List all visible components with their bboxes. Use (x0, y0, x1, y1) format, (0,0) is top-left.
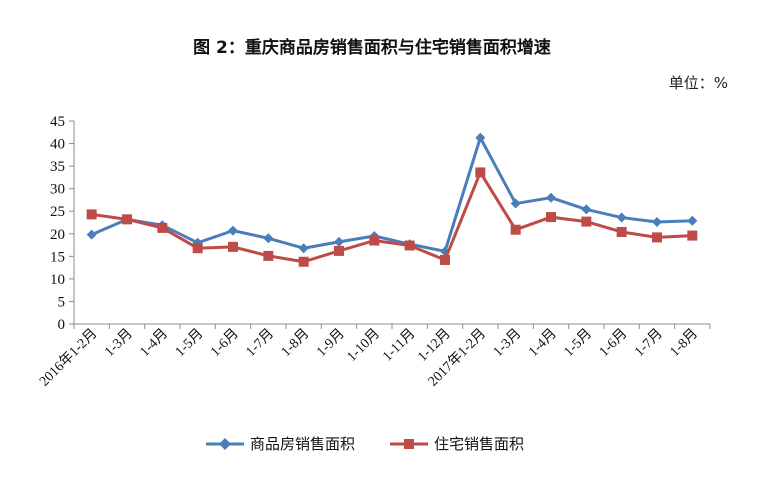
y-tick-label: 25 (50, 204, 65, 220)
data-point (228, 241, 238, 252)
y-tick-label: 30 (50, 182, 65, 198)
data-point (334, 236, 344, 247)
data-point (687, 230, 698, 241)
data-point (475, 132, 486, 143)
data-point (616, 212, 627, 223)
data-point (652, 217, 662, 228)
series-line (91, 136, 693, 253)
x-tick-label: 1-5月 (172, 326, 206, 360)
data-point (440, 254, 450, 265)
y-axis-ticks: 0 5 10 15 20 25 30 35 40 45 (50, 114, 74, 333)
data-point (510, 198, 521, 209)
data-point (687, 215, 698, 226)
axes (73, 121, 710, 325)
chart-title: 图 2：重庆商品房销售面积与住宅销售面积增速 (193, 37, 551, 58)
x-tick-label: 1-3月 (490, 326, 524, 360)
data-point (616, 226, 627, 237)
y-tick-label: 35 (50, 159, 65, 175)
data-point (546, 212, 556, 223)
data-point (652, 232, 662, 243)
legend-marker-series-2 (404, 439, 414, 449)
x-tick-label: 1-11月 (379, 326, 418, 365)
x-tick-label: 2016年1-2月 (36, 326, 100, 390)
legend-label-series-1: 商品房销售面积 (250, 435, 355, 453)
data-point (298, 256, 309, 267)
data-point (298, 243, 309, 254)
y-tick-label: 0 (58, 317, 66, 333)
data-point (440, 246, 450, 257)
y-tick-label: 5 (58, 294, 66, 310)
data-point (581, 216, 592, 227)
data-point (263, 250, 274, 261)
data-point (228, 225, 238, 236)
data-point (581, 204, 592, 215)
x-tick-label: 1-9月 (313, 326, 347, 360)
data-point (86, 229, 97, 240)
legend-label-series-2: 住宅销售面积 (434, 435, 524, 453)
data-point (263, 233, 274, 244)
y-tick-label: 45 (50, 114, 65, 130)
x-tick-label: 1-8月 (278, 326, 312, 360)
data-point (334, 245, 344, 256)
legend: 商品房销售面积 住宅销售面积 (206, 435, 524, 453)
data-point (510, 224, 521, 235)
data-point (122, 214, 132, 225)
x-tick-label: 1-10月 (344, 326, 383, 365)
data-point (157, 222, 168, 233)
data-point (404, 240, 415, 251)
x-axis-ticks: 2016年1-2月 1-3月 1-4月 1-5月 1-6月 1-7月 1-8月 1-9月1-1… (36, 324, 711, 390)
y-tick-label: 10 (50, 272, 65, 288)
x-tick-label: 1-7月 (243, 326, 277, 360)
legend-marker-series-1 (219, 438, 231, 450)
unit-label: 单位：% (669, 74, 728, 92)
legend-item-series-1: 商品房销售面积 (206, 435, 355, 453)
plot-series (86, 132, 698, 267)
data-point (475, 167, 486, 178)
data-point (369, 235, 380, 246)
x-tick-label: 1-8月 (667, 326, 701, 360)
data-point (192, 243, 203, 254)
data-point (546, 192, 556, 203)
y-tick-label: 40 (50, 137, 65, 153)
x-tick-label: 1-4月 (525, 326, 559, 360)
series-line (91, 170, 693, 264)
legend-item-series-2: 住宅销售面积 (390, 435, 524, 453)
x-tick-label: 1-5月 (561, 326, 595, 360)
x-tick-label: 1-3月 (101, 326, 135, 360)
y-tick-label: 15 (50, 249, 65, 265)
y-tick-label: 20 (50, 227, 65, 243)
data-point (86, 209, 97, 220)
series-2 (86, 167, 698, 267)
x-tick-label: 1-4月 (137, 326, 171, 360)
x-tick-label: 1-6月 (596, 326, 630, 360)
x-tick-label: 1-6月 (207, 326, 241, 360)
x-tick-label: 1-7月 (631, 326, 665, 360)
